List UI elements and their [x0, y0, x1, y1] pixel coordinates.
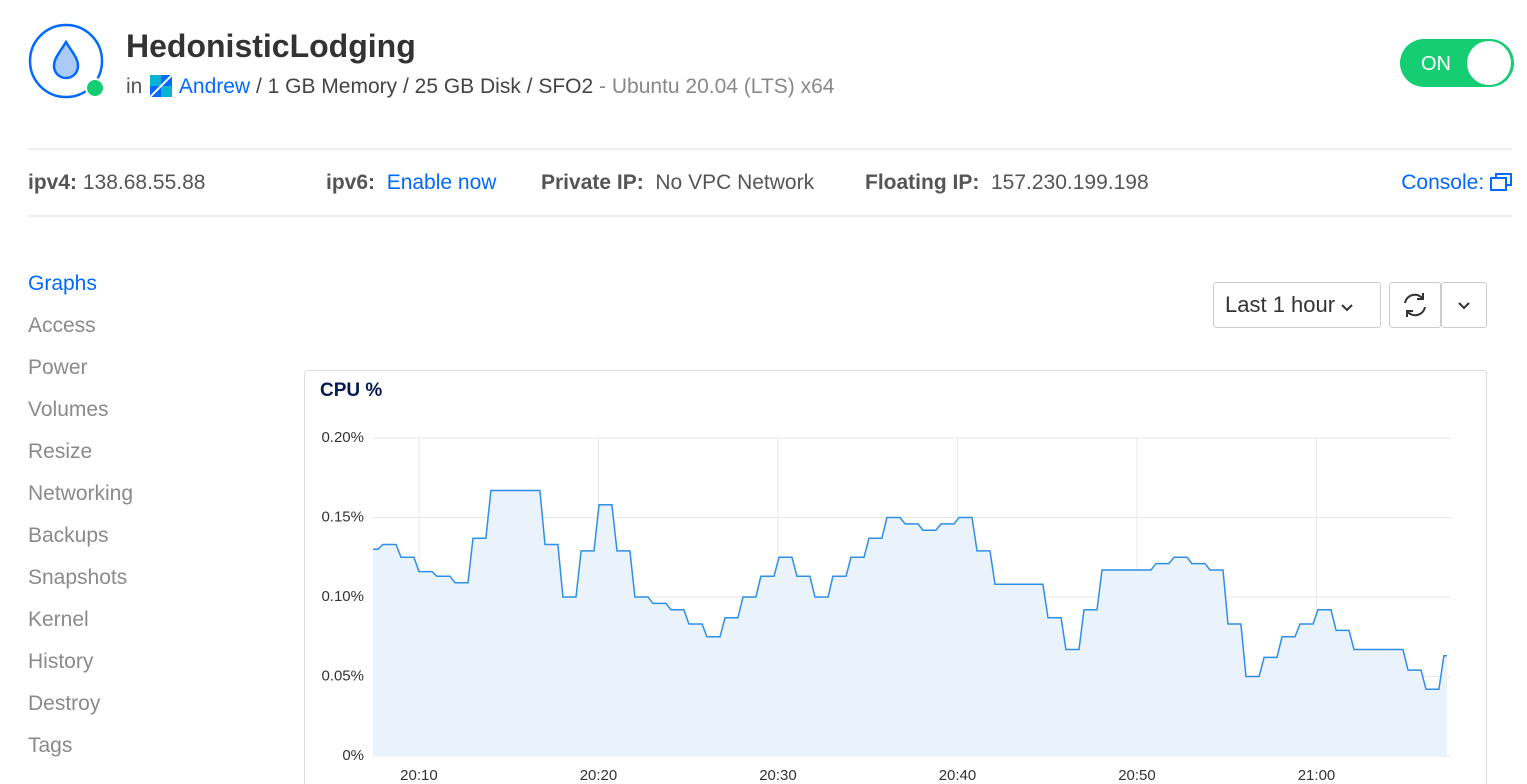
- nav-item[interactable]: Snapshots: [28, 566, 128, 589]
- ipv6-label: ipv6:: [326, 171, 376, 194]
- droplet-meta: in Andrew / 1 GB Memory / 25 GB Disk / S…: [126, 74, 835, 99]
- more-button[interactable]: [1441, 282, 1487, 328]
- nav-item[interactable]: Tags: [28, 734, 73, 757]
- droplet-name: HedonisticLodging: [126, 28, 416, 64]
- nav-item[interactable]: Resize: [28, 440, 93, 463]
- toggle-knob: [1467, 41, 1511, 85]
- refresh-button[interactable]: [1389, 282, 1441, 328]
- cpu-line: [373, 489, 1447, 690]
- refresh-icon: [1404, 293, 1426, 317]
- nav-item[interactable]: Destroy: [28, 692, 101, 715]
- floating-ip: Floating IP: 157.230.199.198: [865, 171, 1149, 195]
- floating-ip-label: Floating IP:: [865, 171, 980, 194]
- ipv4: ipv4: 138.68.55.88: [28, 171, 205, 195]
- y-tick-label: 0.05%: [321, 667, 364, 684]
- console-label: Console:: [1401, 171, 1485, 194]
- private-ip: Private IP: No VPC Network: [541, 171, 814, 195]
- divider: [28, 148, 1512, 150]
- team-link[interactable]: Andrew: [178, 75, 251, 98]
- x-tick-label: 20:20: [580, 767, 618, 784]
- nav-item[interactable]: Volumes: [28, 398, 109, 421]
- nav-item[interactable]: Access: [28, 314, 96, 337]
- nav-item[interactable]: Networking: [28, 482, 134, 505]
- y-tick-label: 0.20%: [321, 429, 364, 446]
- private-ip-label: Private IP:: [541, 171, 644, 194]
- console-icon: [1490, 173, 1512, 191]
- power-toggle[interactable]: ON: [1400, 39, 1514, 87]
- ipv6-enable[interactable]: Enable now: [386, 171, 497, 194]
- private-ip-value: No VPC Network: [655, 171, 815, 194]
- x-tick-label: 21:00: [1298, 767, 1336, 784]
- specs: / 1 GB Memory / 25 GB Disk / SFO2: [255, 75, 594, 98]
- chevron: [1458, 302, 1470, 310]
- range-label: Last 1 hour: [1225, 292, 1336, 317]
- nav-item[interactable]: History: [28, 650, 94, 673]
- console-link[interactable]: Console:: [1401, 171, 1512, 195]
- cpu-chart: CPU % 0% 0.05% 0.10% 0.15% 0.20% 20:10 20:20 20…: [304, 370, 1487, 784]
- x-tick-label: 20:10: [400, 767, 438, 784]
- nav-item[interactable]: Graphs: [28, 272, 97, 295]
- droplet-logo: [28, 23, 105, 99]
- nav-item[interactable]: Kernel: [28, 608, 89, 631]
- range-dropdown[interactable]: Last 1 hour: [1213, 282, 1381, 328]
- x-tick-label: 20:40: [939, 767, 977, 784]
- nav-item[interactable]: Backups: [28, 524, 109, 547]
- floating-ip-value: 157.230.199.198: [991, 171, 1149, 194]
- x-tick-label: 20:30: [759, 767, 797, 784]
- x-tick-label: 20:50: [1118, 767, 1156, 784]
- y-tick-label: 0%: [342, 747, 364, 764]
- chevron: [1341, 304, 1353, 312]
- ipv4-value: 138.68.55.88: [82, 171, 206, 194]
- y-tick-label: 0.15%: [321, 508, 364, 525]
- divider: [28, 215, 1512, 217]
- nav-item[interactable]: Power: [28, 356, 88, 379]
- y-tick-label: 0.10%: [321, 588, 364, 605]
- in-label: in: [126, 75, 143, 98]
- team-icon: [149, 74, 173, 98]
- chart-title: CPU %: [320, 380, 382, 401]
- ipv6: ipv6: Enable now: [326, 171, 496, 195]
- ipv4-label: ipv4:: [28, 171, 78, 194]
- image: - Ubuntu 20.04 (LTS) x64: [599, 75, 835, 98]
- toggle-label: ON: [1421, 53, 1451, 75]
- cpu-area: [373, 490, 1447, 756]
